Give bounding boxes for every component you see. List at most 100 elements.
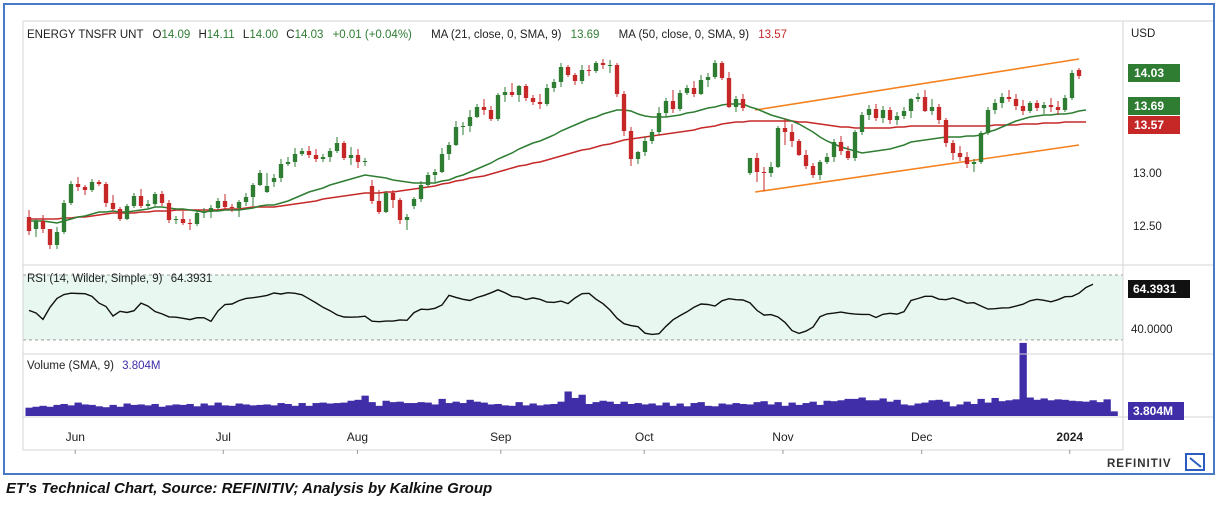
candle-body	[369, 186, 375, 201]
candle-body	[460, 126, 466, 127]
candle-body	[831, 142, 837, 157]
candle-body	[110, 203, 116, 209]
candle-body	[936, 107, 942, 120]
candle-body	[1041, 105, 1047, 108]
volume-bar	[312, 403, 320, 416]
volume-bar	[697, 402, 705, 416]
volume-bar	[536, 405, 544, 416]
candle-body	[586, 70, 592, 71]
volume-bar	[1096, 402, 1104, 416]
candle-body	[215, 201, 221, 208]
volume-bar	[515, 402, 523, 416]
chart-canvas: ENERGY TNSFR UNT O14.09 H14.11 L14.00 C1…	[22, 20, 1213, 471]
candle-body	[915, 97, 921, 99]
candle-body	[1006, 97, 1012, 99]
candle-body	[712, 63, 718, 77]
volume-bar	[102, 407, 110, 416]
volume-bar	[704, 405, 712, 416]
candle-body	[145, 204, 151, 206]
volume-bar	[151, 403, 159, 416]
volume-legend-value: 3.804M	[122, 360, 160, 372]
volume-bar	[522, 405, 530, 416]
volume-bar	[634, 403, 642, 416]
volume-bar	[942, 401, 950, 416]
candle-body	[397, 200, 403, 220]
volume-bar	[858, 397, 866, 416]
volume-bar	[1110, 411, 1118, 416]
candle-body	[1020, 106, 1026, 111]
candle-body	[208, 208, 214, 212]
legend-open: 14.09	[161, 29, 190, 41]
legend-close: 14.03	[295, 29, 324, 41]
volume-bar	[823, 400, 831, 416]
volume-bar	[963, 401, 971, 416]
candle-body	[495, 95, 501, 119]
volume-bar	[375, 405, 383, 416]
volume-bar	[788, 402, 796, 416]
volume-bar	[431, 404, 439, 416]
candle-body	[1076, 70, 1082, 76]
volume-bar	[1026, 397, 1034, 416]
volume-bar	[424, 402, 432, 416]
candle-body	[362, 161, 368, 162]
volume-bar	[396, 401, 404, 416]
candle-body	[530, 98, 536, 102]
candle-body	[544, 88, 550, 104]
candle-body	[488, 110, 494, 119]
chart-caption: ET's Technical Chart, Source: REFINITIV;…	[6, 480, 493, 497]
volume-bar	[928, 400, 936, 416]
candle-body	[47, 229, 53, 245]
volume-bar	[403, 403, 411, 416]
ma21-series	[29, 103, 1087, 224]
axis-value-tags: 14.03 13.69 13.57 64.3931 3.804M	[1128, 64, 1190, 420]
candle-body	[509, 92, 515, 95]
volume-bar	[228, 405, 236, 416]
volume-bar	[578, 394, 586, 416]
candle-body	[187, 223, 193, 224]
volume-bar	[25, 407, 33, 416]
x-tick-label: Nov	[772, 430, 793, 444]
candle-body	[761, 172, 767, 173]
candle-body	[656, 113, 662, 132]
volume-bar	[480, 402, 488, 416]
candle-body	[1062, 98, 1068, 110]
volume-bar	[1103, 399, 1111, 416]
volume-bar	[809, 401, 817, 416]
candle-body	[908, 99, 914, 111]
candle-body	[348, 155, 354, 158]
volume-bar	[123, 403, 131, 416]
volume-bar	[760, 401, 768, 416]
volume-bar	[935, 399, 943, 416]
candle-body	[775, 128, 781, 167]
volume-bar	[347, 400, 355, 416]
candle-body	[649, 132, 655, 141]
volume-bar	[368, 402, 376, 416]
candle-body	[278, 164, 284, 178]
volume-legend-label: Volume (SMA, 9)	[27, 360, 114, 372]
volume-bar	[718, 403, 726, 416]
volume-bar	[781, 405, 789, 416]
candle-body	[75, 184, 81, 187]
candle-body	[250, 185, 256, 197]
candle-body	[880, 110, 886, 118]
volume-bar	[88, 404, 96, 416]
volume-bar	[284, 403, 292, 416]
ma21-line	[29, 103, 1087, 224]
volume-bar	[256, 404, 264, 416]
volume-bar	[291, 405, 299, 416]
rsi-legend: RSI (14, Wilder, Simple, 9) 64.3931	[27, 273, 212, 285]
candlestick-series	[26, 59, 1082, 249]
volume-tag-text: 3.804M	[1133, 404, 1173, 418]
volume-bar	[725, 404, 733, 416]
candle-body	[705, 77, 711, 80]
volume-bar	[249, 405, 257, 416]
ma50-series	[29, 120, 1086, 220]
volume-bar	[564, 391, 572, 416]
volume-bar	[221, 405, 229, 416]
volume-bar	[326, 403, 334, 416]
candle-body	[474, 107, 480, 117]
volume-bar	[844, 398, 852, 416]
volume-bar	[998, 401, 1006, 416]
candle-body	[901, 111, 907, 116]
candle-body	[383, 193, 389, 212]
